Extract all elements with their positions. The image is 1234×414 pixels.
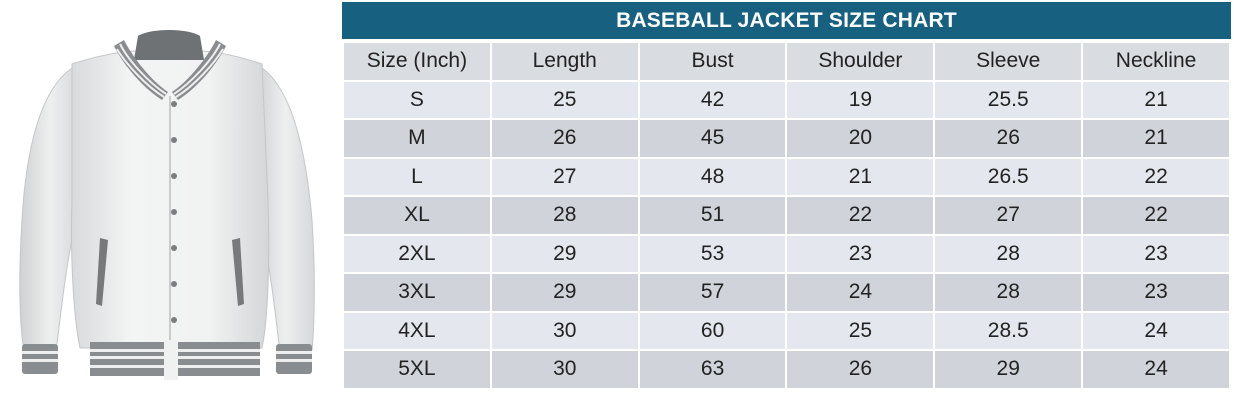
table-cell: 28 <box>489 195 640 236</box>
baseball-jacket-icon <box>19 30 315 380</box>
column-header-length: Length <box>489 41 640 82</box>
table-row: 2XL 29 53 23 28 23 <box>342 233 1231 274</box>
column-header-shoulder: Shoulder <box>785 41 936 82</box>
table-cell: S <box>342 79 492 120</box>
table-cell: 21 <box>1081 79 1231 120</box>
table-cell: 45 <box>637 118 788 159</box>
table-cell: 30 <box>489 310 640 351</box>
table-row: 5XL 30 63 26 29 24 <box>342 349 1231 390</box>
table-cell: 26.5 <box>933 156 1084 197</box>
table-cell: 28 <box>933 272 1084 313</box>
table-cell: 51 <box>637 195 788 236</box>
size-chart: BASEBALL JACKET SIZE CHART Size (Inch) L… <box>342 2 1231 390</box>
header-row: Size (Inch) Length Bust Shoulder Sleeve … <box>342 41 1231 82</box>
jacket-image <box>0 0 340 409</box>
table-cell: 19 <box>785 79 936 120</box>
table-cell: 25.5 <box>933 79 1084 120</box>
column-header-bust: Bust <box>637 41 788 82</box>
table-cell: 60 <box>637 310 788 351</box>
table-cell: 25 <box>785 310 936 351</box>
table-cell: 23 <box>1081 272 1231 313</box>
chart-title: BASEBALL JACKET SIZE CHART <box>342 2 1231 39</box>
table-cell: 26 <box>785 349 936 390</box>
table-cell: 27 <box>933 195 1084 236</box>
table-cell: 28 <box>933 233 1084 274</box>
table-cell: 21 <box>1081 118 1231 159</box>
table-cell: 22 <box>1081 195 1231 236</box>
table-cell: 23 <box>1081 233 1231 274</box>
table-cell: 57 <box>637 272 788 313</box>
column-header-sleeve: Sleeve <box>933 41 1084 82</box>
table-cell: 22 <box>785 195 936 236</box>
table-cell: 29 <box>933 349 1084 390</box>
table-cell: 5XL <box>342 349 492 390</box>
column-header-neckline: Neckline <box>1081 41 1231 82</box>
table-cell: 29 <box>489 272 640 313</box>
table-cell: 26 <box>933 118 1084 159</box>
column-header-size: Size (Inch) <box>342 41 492 82</box>
table-row: S 25 42 19 25.5 21 <box>342 79 1231 120</box>
table-row: 4XL 30 60 25 28.5 24 <box>342 310 1231 351</box>
table-cell: 3XL <box>342 272 492 313</box>
table-cell: 25 <box>489 79 640 120</box>
table-row: L 27 48 21 26.5 22 <box>342 156 1231 197</box>
size-table: Size (Inch) Length Bust Shoulder Sleeve … <box>342 41 1231 390</box>
table-cell: XL <box>342 195 492 236</box>
table-cell: 30 <box>489 349 640 390</box>
table-cell: 24 <box>785 272 936 313</box>
table-row: M 26 45 20 26 21 <box>342 118 1231 159</box>
table-cell: 27 <box>489 156 640 197</box>
table-cell: 63 <box>637 349 788 390</box>
table-cell: 4XL <box>342 310 492 351</box>
table-cell: 42 <box>637 79 788 120</box>
table-cell: L <box>342 156 492 197</box>
table-cell: 20 <box>785 118 936 159</box>
table-cell: 2XL <box>342 233 492 274</box>
table-cell: 24 <box>1081 310 1231 351</box>
table-cell: 22 <box>1081 156 1231 197</box>
table-cell: 29 <box>489 233 640 274</box>
table-cell: 28.5 <box>933 310 1084 351</box>
table-cell: 48 <box>637 156 788 197</box>
table-cell: 26 <box>489 118 640 159</box>
table-cell: M <box>342 118 492 159</box>
table-cell: 53 <box>637 233 788 274</box>
table-cell: 21 <box>785 156 936 197</box>
table-row: 3XL 29 57 24 28 23 <box>342 272 1231 313</box>
table-cell: 24 <box>1081 349 1231 390</box>
table-cell: 23 <box>785 233 936 274</box>
table-row: XL 28 51 22 27 22 <box>342 195 1231 236</box>
